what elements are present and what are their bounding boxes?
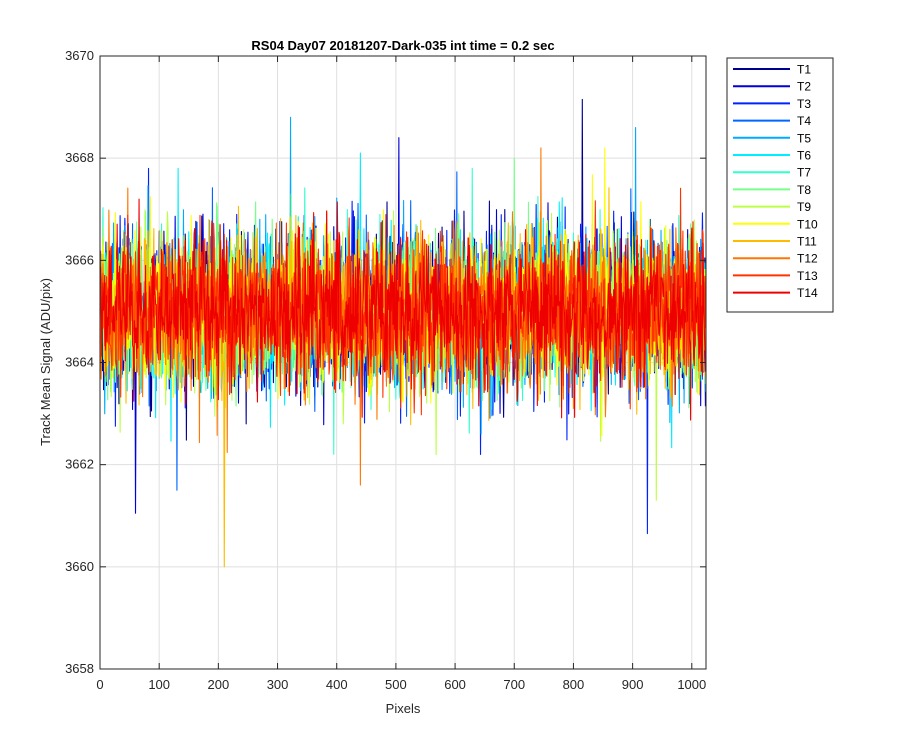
- legend-label-t12: T12: [797, 252, 818, 266]
- x-tick-label: 0: [96, 677, 103, 692]
- legend-label-t13: T13: [797, 269, 818, 283]
- x-tick-label: 300: [267, 677, 289, 692]
- x-tick-label: 1000: [677, 677, 706, 692]
- legend-label-t9: T9: [797, 200, 811, 214]
- legend-label-t8: T8: [797, 183, 811, 197]
- y-tick-label: 3658: [65, 661, 94, 676]
- legend-label-t5: T5: [797, 131, 811, 145]
- legend-label-t1: T1: [797, 63, 811, 77]
- y-tick-label: 3670: [65, 48, 94, 63]
- x-tick-labels: 0 100 200 300 400 500 600 700 800 900 1000: [96, 677, 706, 692]
- x-tick-label: 500: [385, 677, 407, 692]
- x-axis-label: Pixels: [386, 701, 421, 716]
- legend-label-t14: T14: [797, 286, 818, 300]
- legend: T1 T2 T3 T4 T5 T6 T7 T8 T9 T10 T11 T12 T13 T14: [727, 58, 833, 312]
- x-tick-label: 200: [208, 677, 230, 692]
- chart-title: RS04 Day07 20181207-Dark-035 int time = …: [251, 38, 554, 53]
- x-tick-label: 800: [563, 677, 585, 692]
- y-tick-label: 3666: [65, 252, 94, 267]
- legend-label-t4: T4: [797, 114, 811, 128]
- y-tick-label: 3662: [65, 457, 94, 472]
- legend-label-t2: T2: [797, 80, 811, 94]
- x-tick-label: 400: [326, 677, 348, 692]
- y-tick-label: 3660: [65, 559, 94, 574]
- legend-label-t11: T11: [797, 235, 817, 249]
- x-tick-label: 700: [503, 677, 525, 692]
- legend-label-t10: T10: [797, 217, 818, 231]
- legend-label-t6: T6: [797, 149, 811, 163]
- legend-label-t3: T3: [797, 97, 811, 111]
- x-tick-label: 600: [444, 677, 466, 692]
- x-tick-label: 100: [148, 677, 170, 692]
- y-tick-label: 3664: [65, 355, 94, 370]
- y-axis-label: Track Mean Signal (ADU/pix): [38, 278, 53, 446]
- y-tick-labels: 3658 3660 3662 3664 3666 3668 3670: [65, 48, 94, 676]
- y-tick-label: 3668: [65, 150, 94, 165]
- legend-label-t7: T7: [797, 166, 811, 180]
- x-tick-label: 900: [622, 677, 644, 692]
